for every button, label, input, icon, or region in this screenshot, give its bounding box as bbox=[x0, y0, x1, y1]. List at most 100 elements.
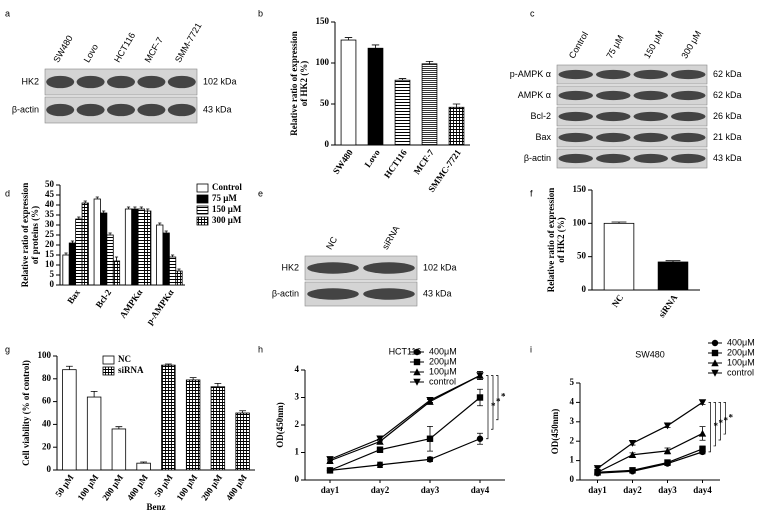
significance-mark: * bbox=[491, 401, 496, 411]
legend-label: 400μM bbox=[727, 337, 755, 347]
bar bbox=[367, 47, 384, 146]
point bbox=[326, 467, 334, 474]
legend-label: 200μM bbox=[429, 356, 457, 366]
x-tick-label: siRNA bbox=[657, 292, 680, 319]
error-bar bbox=[239, 410, 247, 413]
legend-label: Control bbox=[212, 182, 242, 192]
error-bar bbox=[115, 426, 123, 429]
panel-label: h bbox=[258, 344, 263, 354]
blot-band bbox=[107, 103, 135, 117]
line bbox=[329, 438, 481, 471]
lane-label: siRNA bbox=[380, 224, 401, 251]
blot-band bbox=[558, 153, 593, 164]
y-tick-label: 5 bbox=[50, 269, 55, 279]
y-tick-label: 0 bbox=[50, 279, 55, 289]
x-tick-label: Bax bbox=[65, 287, 82, 305]
blot-band bbox=[633, 153, 668, 164]
line bbox=[597, 448, 703, 473]
bar bbox=[394, 79, 411, 146]
legend-swatch bbox=[102, 355, 115, 365]
lane-label: HCT116 bbox=[112, 31, 137, 64]
bar bbox=[62, 369, 77, 471]
row-size: 43 kDa bbox=[713, 153, 742, 163]
y-tick-label: 40 bbox=[45, 199, 55, 209]
x-tick-label: 200 μM bbox=[100, 472, 125, 502]
panel-label: c bbox=[530, 8, 535, 18]
row-size: 102 kDa bbox=[423, 262, 457, 272]
x-tick-label: Lovo bbox=[362, 147, 382, 169]
y-tick-label: 3 bbox=[295, 392, 300, 402]
lane-label: 150 μM bbox=[642, 29, 666, 60]
legend-swatch bbox=[102, 366, 115, 376]
point bbox=[593, 465, 602, 473]
bar bbox=[86, 396, 102, 471]
legend-swatch bbox=[196, 205, 209, 215]
x-tick-label: HCT116 bbox=[382, 147, 409, 180]
row-size: 43 kDa bbox=[203, 104, 232, 114]
y-tick-label: 60 bbox=[42, 396, 52, 406]
y-tick-label: 1 bbox=[570, 455, 575, 465]
y-tick-label: 100 bbox=[573, 217, 587, 227]
y-axis-label: of proteins (%) bbox=[30, 206, 40, 264]
bar bbox=[124, 208, 133, 286]
row-label: Bax bbox=[535, 132, 551, 142]
y-tick-label: 50 bbox=[320, 98, 330, 108]
y-tick-label: 2 bbox=[570, 435, 575, 445]
error-bar bbox=[611, 221, 627, 224]
y-tick-label: 1 bbox=[295, 447, 300, 457]
y-tick-label: 35 bbox=[45, 209, 55, 219]
blot-band bbox=[137, 103, 166, 117]
x-tick-label: 50 μM bbox=[53, 472, 76, 499]
y-tick-label: 100 bbox=[316, 57, 330, 67]
error-bar bbox=[344, 37, 353, 41]
error-bar bbox=[140, 461, 148, 464]
blot-band bbox=[76, 103, 105, 117]
bar bbox=[111, 428, 127, 471]
point bbox=[629, 467, 636, 474]
legend-label: 100μM bbox=[727, 357, 755, 367]
legend-label: 200μM bbox=[727, 347, 755, 357]
y-tick-label: 15 bbox=[45, 249, 55, 259]
point bbox=[663, 422, 672, 430]
legend-marker bbox=[413, 358, 421, 366]
y-tick-label: 5 bbox=[570, 377, 575, 387]
chart-title: HCT116 bbox=[389, 346, 422, 356]
y-tick-label: 3 bbox=[570, 416, 575, 426]
error-bar bbox=[158, 222, 162, 225]
x-tick-label: SW480 bbox=[331, 147, 355, 176]
legend-swatch bbox=[196, 183, 209, 193]
x-tick-label: 400 μM bbox=[125, 472, 150, 502]
y-tick-label: 100 bbox=[38, 350, 52, 360]
y-tick-label: 50 bbox=[577, 251, 587, 261]
significance-mark: * bbox=[719, 418, 724, 428]
line bbox=[597, 451, 703, 474]
y-tick-label: 150 bbox=[573, 184, 587, 194]
y-tick-label: 20 bbox=[42, 441, 52, 451]
x-tick-label: day4 bbox=[471, 485, 490, 495]
blot-band bbox=[558, 111, 593, 122]
point bbox=[426, 456, 434, 463]
point bbox=[376, 435, 384, 443]
significance-mark: * bbox=[724, 415, 729, 425]
error-bar bbox=[114, 256, 119, 261]
point bbox=[476, 435, 484, 442]
error-bar bbox=[133, 206, 137, 209]
significance-bracket bbox=[708, 402, 711, 453]
blot-band bbox=[633, 90, 668, 101]
bar bbox=[81, 202, 89, 286]
lane-label: Control bbox=[567, 30, 590, 60]
y-tick-label: 0 bbox=[47, 464, 52, 474]
chart-title: SW480 bbox=[635, 349, 665, 359]
error-bar bbox=[170, 254, 175, 257]
legend-label: 150 μM bbox=[212, 204, 242, 214]
row-label: p-AMPK α bbox=[510, 69, 551, 79]
bar bbox=[112, 260, 121, 286]
significance-bracket bbox=[713, 402, 716, 447]
significance-bracket bbox=[486, 375, 489, 440]
blot-band bbox=[107, 75, 135, 89]
error-bar bbox=[77, 216, 81, 219]
bar bbox=[340, 39, 357, 146]
blot-band bbox=[558, 90, 593, 101]
point bbox=[476, 372, 484, 380]
